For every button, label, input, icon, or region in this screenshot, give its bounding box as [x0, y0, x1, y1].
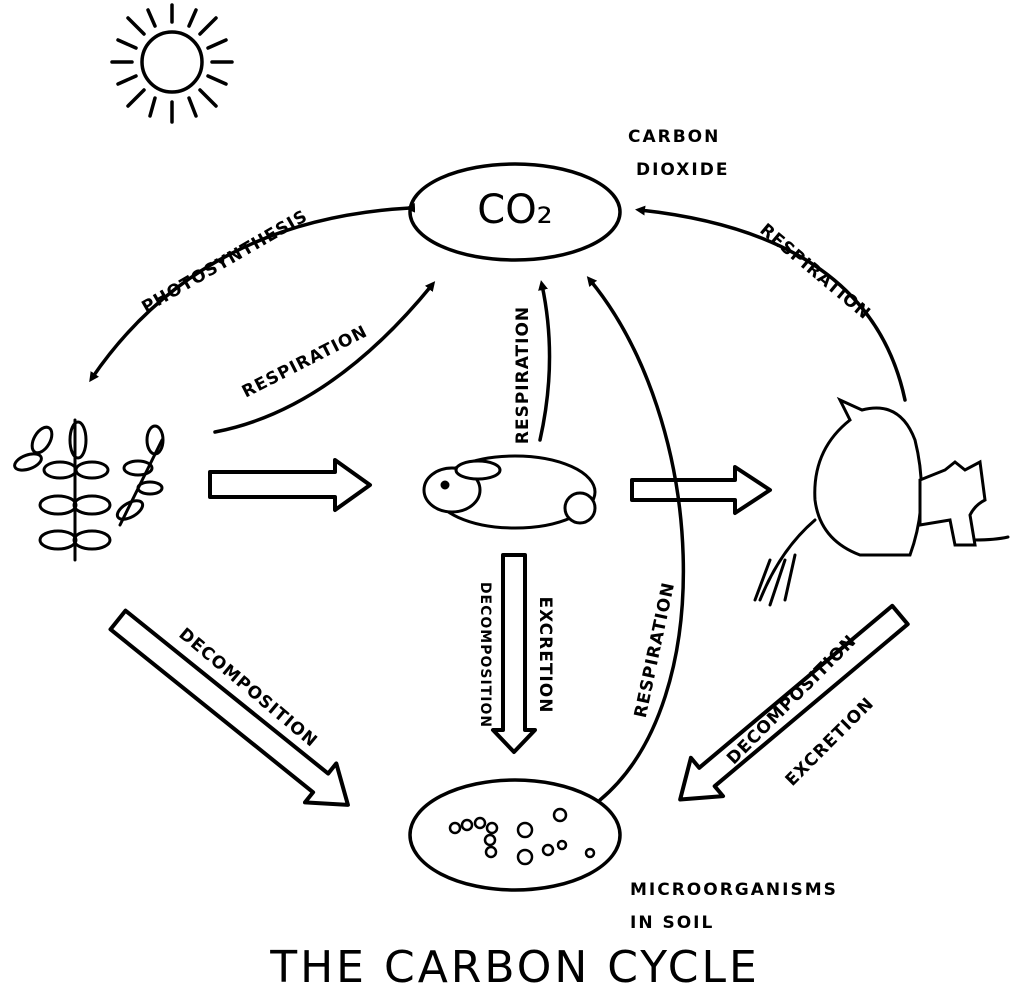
microorganisms	[450, 809, 594, 864]
rabbit-part	[565, 493, 595, 523]
plant-part	[28, 424, 56, 456]
microorganisms-part	[462, 820, 472, 830]
soil-ellipse	[410, 780, 620, 890]
plant-part	[44, 462, 76, 478]
diagram-title: THE CARBON CYCLE	[269, 942, 760, 993]
co2-label: CO₂	[477, 187, 552, 233]
cats-part	[975, 537, 1008, 540]
edge-label: RESPIRATION	[513, 306, 533, 444]
rabbit-part	[442, 482, 448, 488]
page: CO₂ CARBON DIOXIDE MICROORGANISMS IN SOI…	[0, 0, 1011, 999]
sun	[112, 5, 232, 122]
rabbit	[424, 456, 595, 528]
flow-arrow	[102, 601, 363, 825]
respiration-arrow	[590, 280, 683, 800]
flow-arrow	[210, 460, 370, 510]
microorganisms-part	[485, 835, 495, 845]
plant	[12, 420, 163, 560]
respiration-arrow	[540, 285, 550, 440]
plant-part	[75, 420, 162, 560]
edge-label: RESPIRATION	[239, 322, 371, 403]
flow-arrow	[493, 555, 535, 752]
microorganisms-part	[586, 849, 594, 857]
plant-part	[138, 482, 162, 494]
cats-part	[815, 400, 922, 555]
plant-part	[74, 496, 110, 514]
edge-label: DECOMPOSITION	[477, 582, 493, 728]
microorganisms-part	[554, 809, 566, 821]
photosynthesis-arrow	[92, 208, 410, 378]
sun-disc	[142, 32, 202, 92]
plant-part	[12, 451, 43, 474]
microorganisms-part	[518, 823, 532, 837]
plant-part	[114, 497, 145, 523]
microorganisms-part	[450, 823, 460, 833]
microorganisms-part	[518, 850, 532, 864]
plant-part	[74, 531, 110, 549]
microorganisms-part	[475, 818, 485, 828]
edge-label: RESPIRATION	[631, 580, 679, 719]
sun-rays	[112, 5, 232, 122]
plant-part	[70, 422, 86, 458]
edge-label: PHOTOSYNTHESIS	[138, 206, 311, 317]
microorganisms-part	[486, 847, 496, 857]
co2-caption: CARBON	[628, 127, 720, 147]
microorganisms-part	[558, 841, 566, 849]
plant-part	[40, 531, 76, 549]
edge-label: DECOMPOSITION	[723, 631, 861, 769]
carbon-cycle-diagram: CO₂ CARBON DIOXIDE MICROORGANISMS IN SOI…	[0, 0, 1011, 999]
soil-caption: IN SOIL	[630, 913, 714, 933]
rabbit-part	[456, 461, 500, 479]
microorganisms-part	[543, 845, 553, 855]
plant-part	[76, 462, 108, 478]
plant-part	[40, 496, 76, 514]
cats-part	[920, 462, 985, 545]
edge-label: RESPIRATION	[756, 220, 875, 324]
co2-caption: DIOXIDE	[636, 160, 729, 180]
soil-caption: MICROORGANISMS	[630, 880, 838, 900]
microorganisms-part	[487, 823, 497, 833]
cats	[755, 400, 1008, 605]
flow-arrow	[632, 467, 770, 513]
edge-label: EXCRETION	[535, 597, 555, 714]
